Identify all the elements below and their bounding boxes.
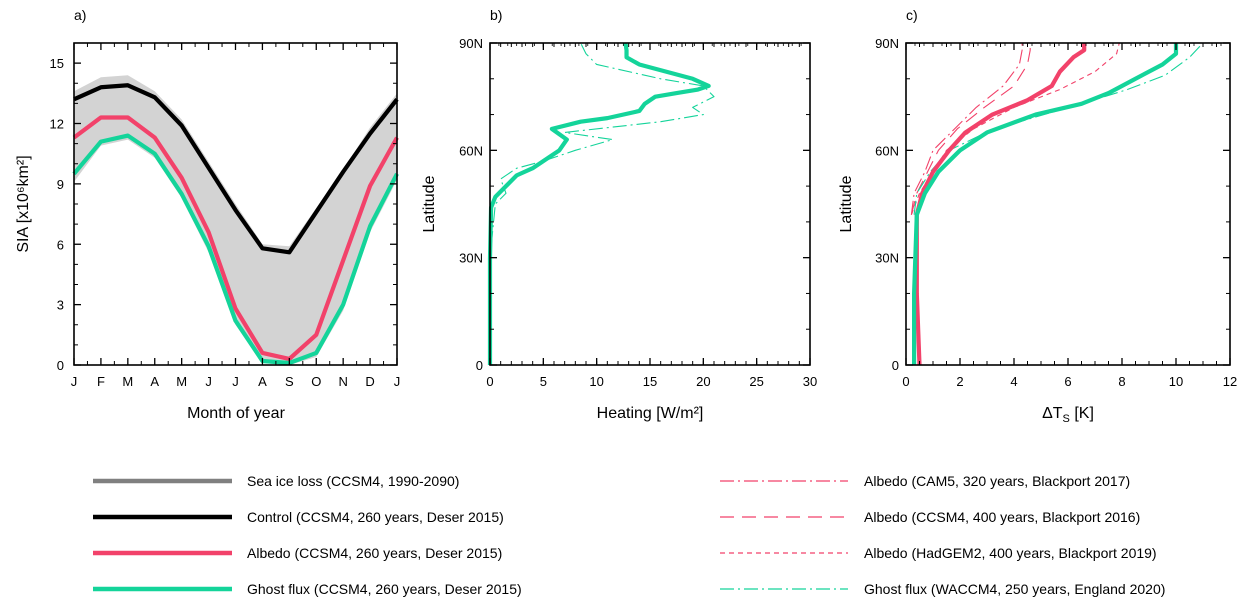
panel-b-series-layer (487, 42, 715, 365)
panel-a-series-layer (72, 83, 399, 366)
panel-b-xtick-label: 30 (803, 374, 817, 389)
panel-c-ytick-label: 90N (875, 36, 899, 51)
panel-b-xtick-label: 0 (486, 374, 493, 389)
panel-c-xtick-label: 6 (1064, 374, 1071, 389)
panel-c-series-line-0 (914, 43, 1087, 366)
panel-b-ylabel: Latitude (421, 175, 438, 232)
panel-c-xtick-label: 0 (902, 374, 909, 389)
panel-a-xtick-label: D (365, 374, 374, 389)
panel-a-xtick-label: J (394, 374, 401, 389)
panel-b-ytick-label: 30N (459, 251, 483, 266)
legend-label-right-3: Ghost flux (WACCM4, 250 years, England 2… (864, 581, 1165, 597)
panel-b-xtick-label: 10 (589, 374, 603, 389)
panel-c-xtick-label: 2 (956, 374, 963, 389)
panel-c-frame (905, 42, 1231, 366)
panel-a-xtick-label: M (176, 374, 187, 389)
panel-a-xtick-label: M (122, 374, 133, 389)
panel-a-xtick-label: A (150, 374, 159, 389)
panel-a-ytick-label: 3 (57, 298, 64, 313)
panel-c-series-line-4 (910, 42, 1120, 215)
panel-c-series-line-1 (911, 43, 1179, 365)
panel-c-ytick-label: 60N (875, 143, 899, 158)
panel-a-xtick-label: S (285, 374, 294, 389)
panel-c-ytick-label: 30N (875, 251, 899, 266)
panel-c-xtick-label: 4 (1010, 374, 1017, 389)
panel-b-series-line-0 (487, 42, 711, 365)
panel-b-series-line-1 (489, 42, 715, 365)
panel-b-ytick-label: 60N (459, 143, 483, 158)
panel-c-surface-warming: c) 0 2 4 6 8 10 12 0 30N 60N 90N ΔTS [K] Latitude (838, 7, 1237, 425)
panel-a-ytick-label: 15 (50, 56, 64, 71)
panel-a-xtick-label: N (338, 374, 347, 389)
panel-b-xtick-label: 20 (696, 374, 710, 389)
panel-a-ytick-label: 0 (57, 358, 64, 373)
panel-b-xlabel: Heating [W/m²] (597, 405, 704, 422)
panel-c-xlabel: ΔTS [K] (1042, 405, 1094, 425)
panel-c-xtick-label: 10 (1169, 374, 1183, 389)
panel-a-series-line-1 (72, 115, 399, 362)
panel-c-series-layer (910, 42, 1204, 366)
panel-c-ticks: 0 2 4 6 8 10 12 0 30N 60N 90N (875, 36, 1237, 389)
legend-label-right-2: Albedo (HadGEM2, 400 years, Blackport 20… (864, 545, 1157, 561)
panel-c-xtick-label: 12 (1223, 374, 1237, 389)
panel-c-series-line-3 (910, 43, 1031, 215)
panel-a-band-layer (74, 75, 397, 365)
panel-a-series-line-2 (72, 133, 399, 366)
panel-b-xtick-label: 25 (749, 374, 763, 389)
panel-a-xtick-label: A (258, 374, 267, 389)
panel-b-xtick-label: 15 (643, 374, 657, 389)
panel-a-xtick-label: J (71, 374, 78, 389)
panel-a-xlabel: Month of year (187, 405, 286, 422)
panel-b-label: b) (490, 7, 502, 23)
panel-b-ticks: 0 5 10 15 20 25 30 0 30N 60N 90N (459, 36, 817, 389)
legend-label-left-2: Albedo (CCSM4, 260 years, Deser 2015) (247, 545, 502, 561)
panel-c-series-line-2 (910, 43, 1023, 215)
legend-label-left-1: Control (CCSM4, 260 years, Deser 2015) (247, 509, 504, 525)
panel-c-ylabel: Latitude (838, 175, 855, 232)
panel-a-xtick-label: J (205, 374, 212, 389)
legend-label-right-1: Albedo (CCSM4, 400 years, Blackport 2016… (864, 509, 1140, 525)
panel-a-xtick-label: J (232, 374, 239, 389)
legend-label-left-0: Sea ice loss (CCSM4, 1990-2090) (247, 473, 459, 489)
panel-b-heating: b) 0 5 10 15 20 25 30 0 30N 60N 90N Heating [W/m²]… (421, 7, 817, 422)
panel-c-label: c) (906, 7, 918, 23)
panel-a-xtick-label: O (311, 374, 321, 389)
panel-a-ytick-label: 12 (50, 117, 64, 132)
legend: Sea ice loss (CCSM4, 1990-2090) Control (… (93, 473, 1165, 597)
panel-c-xtick-label: 8 (1118, 374, 1125, 389)
panel-a-xtick-label: F (97, 374, 105, 389)
panel-c-ytick-label: 0 (892, 358, 899, 373)
panel-b-ytick-label: 90N (459, 36, 483, 51)
panel-a-ytick-label: 9 (57, 177, 64, 192)
sea-ice-loss-band (74, 75, 397, 365)
panel-b-xtick-label: 5 (540, 374, 547, 389)
panel-a-label: a) (74, 7, 86, 23)
legend-label-left-3: Ghost flux (CCSM4, 260 years, Deser 2015… (247, 581, 522, 597)
panel-b-ytick-label: 0 (476, 358, 483, 373)
panel-a-ylabel: SIA [x10⁶km²] (15, 155, 32, 252)
panel-b-frame (489, 42, 811, 366)
legend-label-right-0: Albedo (CAM5, 320 years, Blackport 2017) (864, 473, 1130, 489)
panel-a-series-line-0 (73, 83, 399, 255)
panel-a-ytick-label: 6 (57, 237, 64, 252)
